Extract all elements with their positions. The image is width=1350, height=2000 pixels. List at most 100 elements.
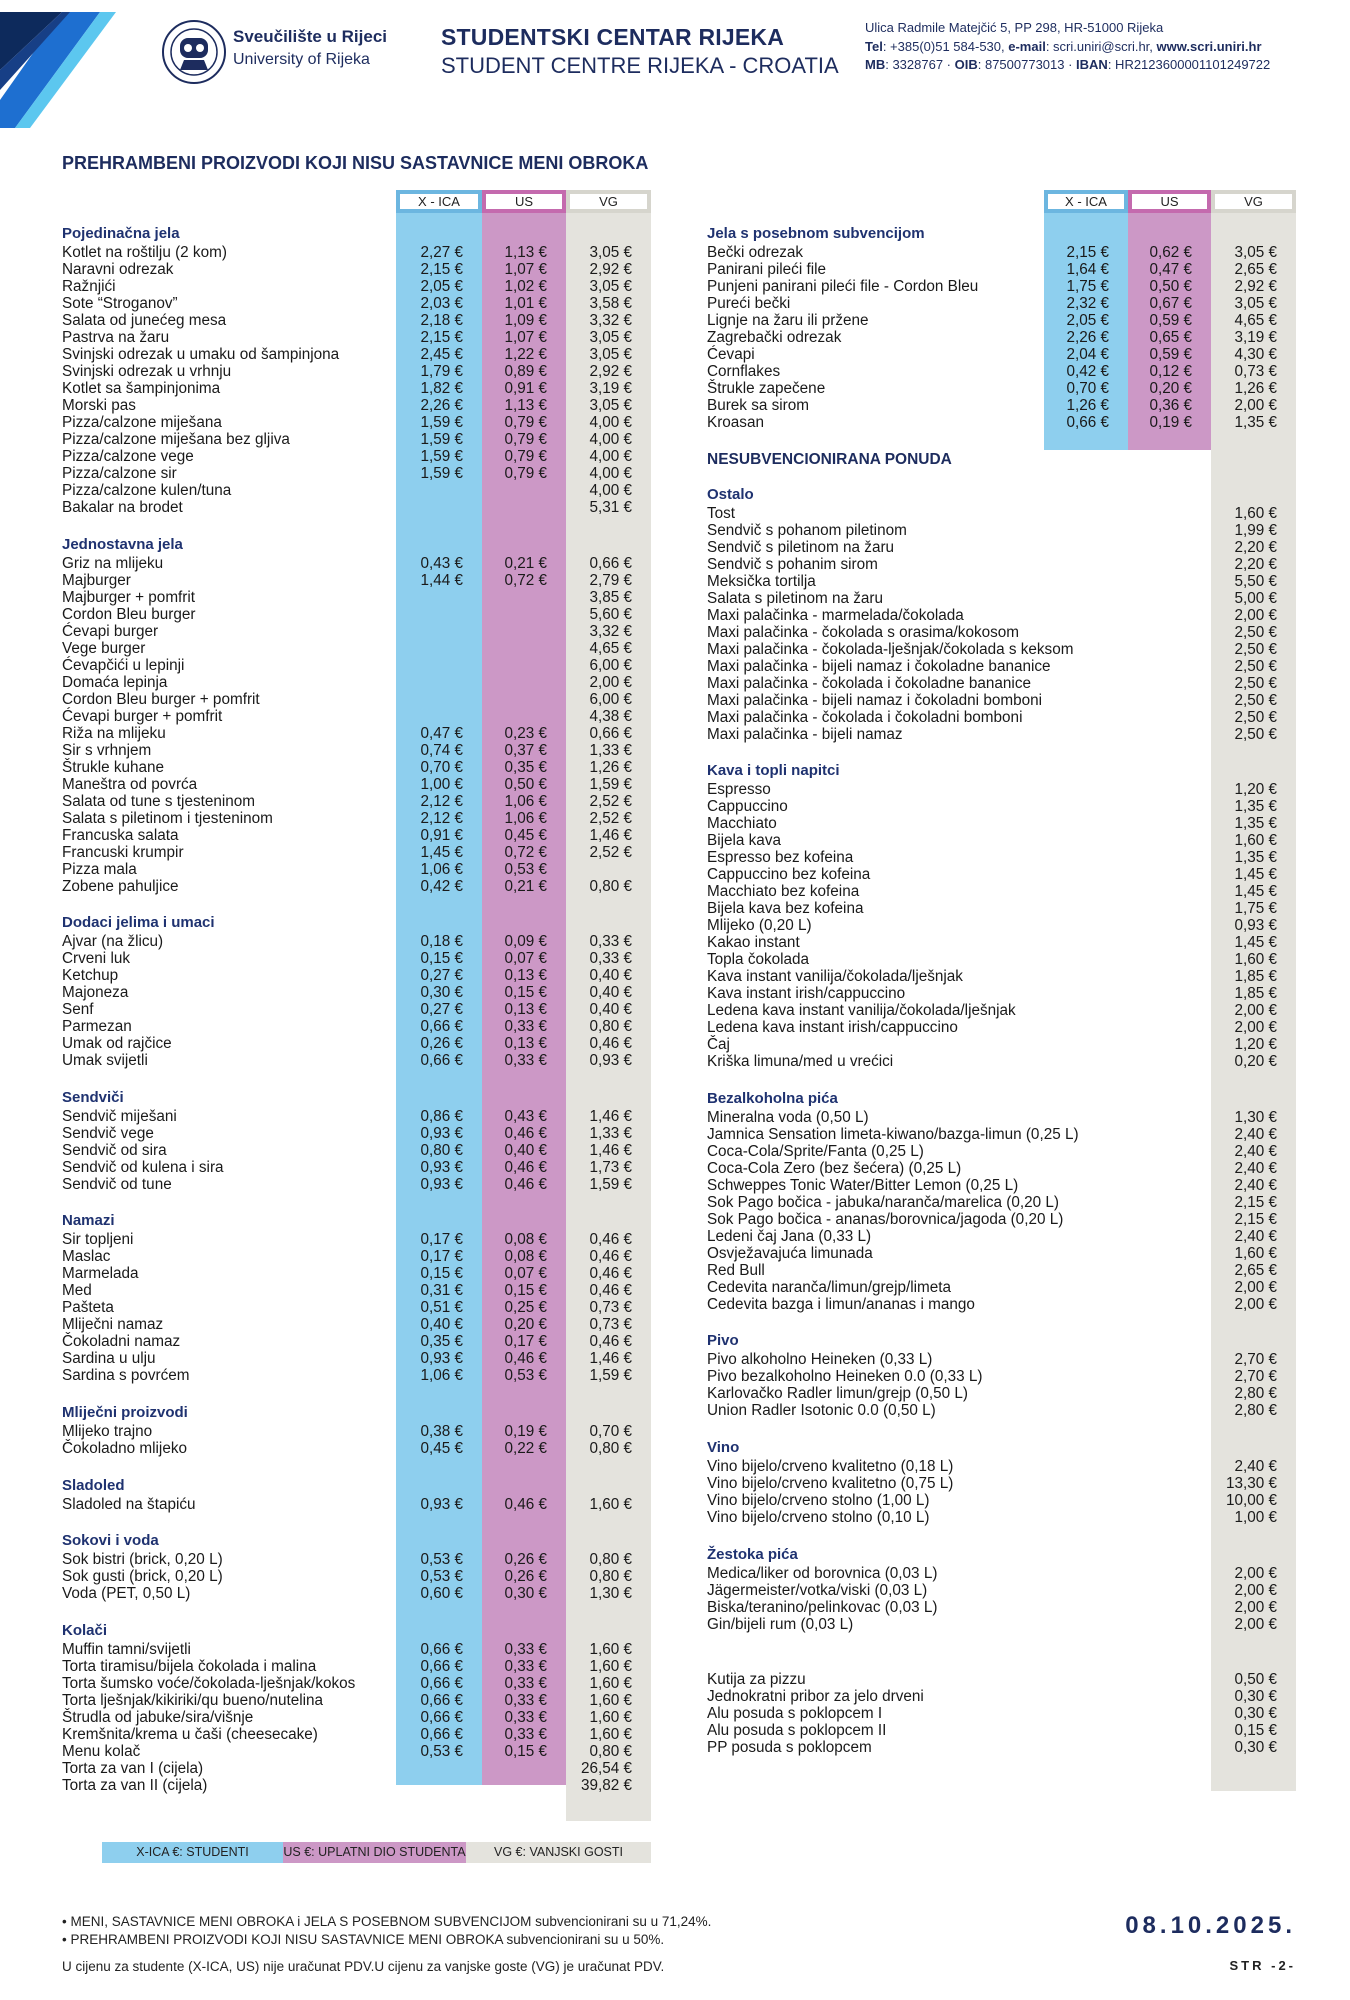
menu-item-row: Čokoladno mlijeko 0,45 € 0,22 € 0,80 € bbox=[62, 1440, 651, 1457]
menu-item-row: Vino bijelo/crveno stolno (1,00 L) 10,00 … bbox=[707, 1492, 1296, 1509]
price-vg: 1,30 € bbox=[589, 1585, 632, 1603]
price-vg: 1,20 € bbox=[1234, 781, 1277, 799]
price-us bbox=[1128, 832, 1211, 849]
price-xica bbox=[1044, 832, 1128, 849]
item-name: Umak od rajčice bbox=[62, 1035, 172, 1053]
menu-section: Sendviči Sendvič miješani 0,86 € 0,43 € 1,46… bbox=[62, 1088, 651, 1193]
website-link[interactable]: www.scri.uniri.hr bbox=[1156, 39, 1262, 54]
price-us bbox=[1128, 1279, 1211, 1296]
item-name: Pašteta bbox=[62, 1299, 114, 1317]
item-name: Meksička tortilja bbox=[707, 572, 816, 590]
price-vg: 2,70 € bbox=[1234, 1351, 1277, 1369]
menu-item-row: Biska/teranino/pelinkovac (0,03 L) 2,00 € bbox=[707, 1599, 1296, 1616]
item-name: Maxi palačinka - bijeli namaz bbox=[707, 725, 903, 743]
menu-item-row: Bijela kava bez kofeina 1,75 € bbox=[707, 900, 1296, 917]
oib-value: : 87500773013 · bbox=[977, 57, 1077, 72]
item-name: Majburger + pomfrit bbox=[62, 588, 196, 606]
item-name: Štrudla od jabuke/sira/višnje bbox=[62, 1708, 254, 1726]
menu-item-row: Kotlet na roštilju (2 kom) 2,27 € 1,13 € 3,… bbox=[62, 244, 651, 261]
item-name: Maxi palačinka - čokolada s orasima/koko… bbox=[707, 623, 1020, 641]
menu-item-row: Gin/bijeli rum (0,03 L) 2,00 € bbox=[707, 1616, 1296, 1633]
price-xica bbox=[1044, 1739, 1128, 1756]
price-us bbox=[482, 708, 566, 725]
left-vg-band bbox=[566, 190, 651, 1821]
menu-item-row: Salata s piletinom na žaru 5,00 € bbox=[707, 590, 1296, 607]
item-name: Senf bbox=[62, 1001, 94, 1019]
price-xica bbox=[396, 499, 482, 516]
price-vg: 2,00 € bbox=[1234, 1581, 1277, 1599]
price-vg: 4,38 € bbox=[589, 707, 632, 725]
price-vg: 4,00 € bbox=[589, 448, 632, 465]
price-vg: 1,85 € bbox=[1234, 985, 1277, 1003]
price-us bbox=[1128, 1019, 1211, 1036]
menu-section: Bezalkoholna pića Mineralna voda (0,50 L)… bbox=[707, 1089, 1296, 1313]
price-us: 0,07 € bbox=[504, 1265, 547, 1283]
item-name: Mineralna voda (0,50 L) bbox=[707, 1108, 869, 1126]
price-vg: 2,20 € bbox=[1234, 538, 1277, 556]
item-name: Sardina s povrćem bbox=[62, 1367, 190, 1385]
price-vg: 1,35 € bbox=[1234, 849, 1277, 867]
menu-item-row: Sendvič s pohanim sirom 2,20 € bbox=[707, 556, 1296, 573]
university-name-en: University of Rijeka bbox=[233, 51, 370, 68]
price-us: 0,50 € bbox=[1149, 278, 1192, 295]
email-value[interactable]: : scri.uniri@scri.hr, bbox=[1045, 39, 1157, 54]
left-vg-header: VG bbox=[566, 190, 651, 213]
menu-item-row: Sote “Stroganov” 2,03 € 1,01 € 3,58 € bbox=[62, 295, 651, 312]
price-us bbox=[1128, 1211, 1211, 1228]
menu-item-row: Cedevita naranča/limun/grejp/limeta 2,00 … bbox=[707, 1279, 1296, 1296]
price-xica bbox=[1044, 1160, 1128, 1177]
section-heading: Sladoled bbox=[62, 1476, 125, 1494]
menu-section: NESUBVENCIONIRANA PONUDA bbox=[707, 450, 1296, 470]
document-date: 08.10.2025. bbox=[1125, 1912, 1296, 1939]
item-name: Lignje na žaru ili pržene bbox=[707, 312, 869, 329]
price-vg: 2,15 € bbox=[1234, 1210, 1277, 1228]
price-xica bbox=[1044, 883, 1128, 900]
price-us bbox=[1128, 900, 1211, 917]
price-xica bbox=[1044, 675, 1128, 692]
item-name: Morski pas bbox=[62, 397, 136, 414]
menu-item-row: Cappuccino bez kofeina 1,45 € bbox=[707, 866, 1296, 883]
item-name: Crveni luk bbox=[62, 950, 131, 968]
price-us bbox=[1128, 556, 1211, 573]
item-name: Maneštra od povrća bbox=[62, 775, 198, 793]
price-us bbox=[1128, 1722, 1211, 1739]
item-name: Sok bistri (brick, 0,20 L) bbox=[62, 1551, 223, 1569]
menu-item-row: Riža na mlijeku 0,47 € 0,23 € 0,66 € bbox=[62, 725, 651, 742]
price-xica: 2,12 € bbox=[420, 792, 463, 810]
price-vg: 2,00 € bbox=[1234, 1002, 1277, 1020]
price-xica bbox=[396, 691, 482, 708]
price-xica bbox=[1044, 1296, 1128, 1313]
price-vg: 3,05 € bbox=[589, 346, 632, 363]
price-vg: 2,50 € bbox=[1234, 691, 1277, 709]
price-vg: 0,80 € bbox=[589, 1551, 632, 1569]
price-us: 0,13 € bbox=[504, 967, 547, 985]
menu-item-row: Sok gusti (brick, 0,20 L) 0,53 € 0,26 € 0,8… bbox=[62, 1568, 651, 1585]
price-xica: 0,93 € bbox=[420, 1158, 463, 1176]
item-name: Torta za van II (cijela) bbox=[62, 1776, 208, 1794]
item-name: Maxi palačinka - čokolada-lješnjak/čokol… bbox=[707, 640, 1074, 658]
menu-item-row: Mliječni namaz 0,40 € 0,20 € 0,73 € bbox=[62, 1316, 651, 1333]
menu-item-row: Griz na mlijeku 0,43 € 0,21 € 0,66 € bbox=[62, 555, 651, 572]
price-xica bbox=[1044, 985, 1128, 1002]
price-us: 1,06 € bbox=[504, 792, 547, 810]
item-name: Medica/liker od borovnica (0,03 L) bbox=[707, 1564, 938, 1582]
price-vg: 4,65 € bbox=[1234, 312, 1277, 329]
item-name: Gin/bijeli rum (0,03 L) bbox=[707, 1615, 854, 1633]
price-vg: 2,00 € bbox=[1234, 1564, 1277, 1582]
item-name: Sardina u ulju bbox=[62, 1350, 156, 1368]
price-us bbox=[482, 640, 566, 657]
item-name: Alu posuda s poklopcem I bbox=[707, 1705, 883, 1723]
price-xica bbox=[1044, 1458, 1128, 1475]
price-us: 0,22 € bbox=[504, 1439, 547, 1457]
price-vg: 2,00 € bbox=[1234, 1295, 1277, 1313]
price-xica: 0,27 € bbox=[420, 1001, 463, 1019]
menu-item-row: PP posuda s poklopcem 0,30 € bbox=[707, 1739, 1296, 1756]
price-vg: 26,54 € bbox=[580, 1759, 632, 1777]
price-vg: 3,19 € bbox=[589, 380, 632, 397]
left-price-list: Pojedinačna jela Kotlet na roštilju (2 ko… bbox=[62, 224, 651, 1812]
price-vg: 0,33 € bbox=[589, 950, 632, 968]
menu-item-row: Čaj 1,20 € bbox=[707, 1036, 1296, 1053]
menu-item-row: Vino bijelo/crveno kvalitetno (0,75 L) 13… bbox=[707, 1475, 1296, 1492]
price-xica: 0,66 € bbox=[420, 1657, 463, 1675]
menu-item-row: Svinjski odrezak u vrhnju 1,79 € 0,89 € 2,9… bbox=[62, 363, 651, 380]
